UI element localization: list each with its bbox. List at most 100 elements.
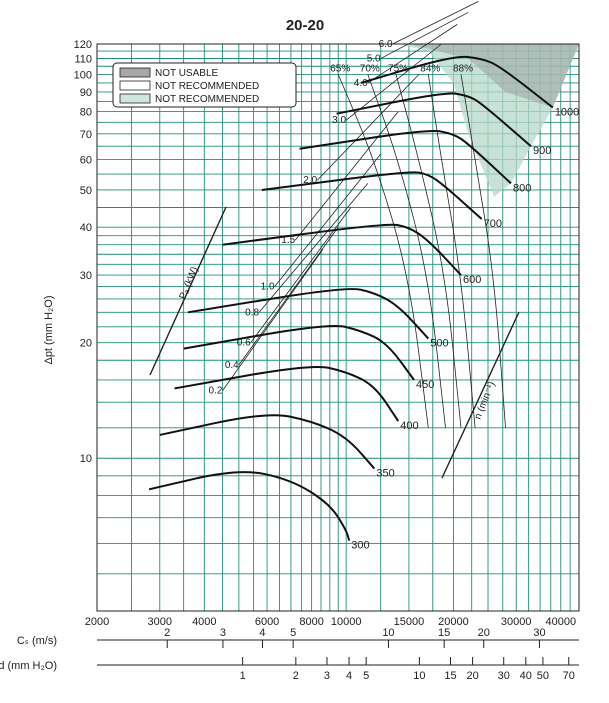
cs-tick-label: 15: [438, 627, 450, 639]
power-curve: [317, 74, 420, 181]
x-tick-label: 10000: [331, 616, 362, 628]
pd-axis-label: pd (mm H₂O): [0, 660, 57, 672]
power-curve-label: 0.2: [209, 386, 223, 397]
power-curve-label: 4.0: [354, 78, 368, 89]
power-curve-label: 5.0: [367, 54, 381, 65]
power-curve: [222, 249, 324, 391]
speed-curve-label: 900: [533, 145, 551, 157]
x-tick-label: 15000: [394, 616, 425, 628]
pd-tick-label: 10: [413, 670, 425, 682]
speed-curve-label: 450: [416, 379, 434, 391]
power-curve: [345, 43, 442, 121]
x-tick-label: 3000: [148, 616, 172, 628]
legend-swatch: [119, 80, 151, 91]
x-tick-label: 2000: [85, 616, 109, 628]
plot-border: [96, 43, 580, 612]
cs-tick-label: 4: [259, 627, 265, 639]
y-tick-label: 20: [80, 338, 92, 350]
speed-curve: [183, 324, 415, 381]
y-tick-label: 70: [80, 129, 92, 141]
legend-label: NOT USABLE: [155, 68, 218, 79]
legend-label: NOT RECOMMENDED: [155, 81, 259, 92]
power-curve-label: 3.0: [332, 115, 346, 126]
power-curve-label: 1.0: [261, 282, 275, 293]
speed-arrow: [441, 311, 520, 479]
y-tick-label: 110: [74, 54, 92, 66]
pd-tick-label: 2: [293, 670, 299, 682]
efficiency-curve-label: 75%: [388, 63, 408, 74]
cs-tick-label: 20: [478, 627, 490, 639]
efficiency-curve-label: 84%: [420, 63, 440, 74]
pd-tick-label: 30: [498, 670, 510, 682]
speed-curve-label: 800: [513, 182, 531, 194]
power-curve: [367, 24, 458, 84]
speed-curve: [360, 55, 554, 109]
efficiency-curve-label: 70%: [360, 63, 380, 74]
power-curve-label: 0.4: [225, 360, 239, 371]
pd-tick-label: 5: [363, 670, 369, 682]
y-tick-label: 100: [74, 69, 92, 81]
cs-axis-label: Cₛ (m/s): [17, 635, 57, 647]
power-curve: [294, 111, 399, 241]
efficiency-curve-label: 88%: [453, 63, 473, 74]
x-tick-label: 20000: [438, 616, 469, 628]
pd-tick-label: 4: [346, 670, 352, 682]
legend-box: [112, 62, 297, 108]
x-tick-label: 6000: [255, 616, 279, 628]
grid-group: [96, 43, 580, 612]
power-curve: [392, 0, 479, 45]
power-curve-label: 0.6: [237, 338, 251, 349]
speed-curve-label: 1000: [555, 106, 579, 118]
y-tick-label: 10: [80, 453, 92, 465]
speed-curve-label: 400: [400, 420, 418, 432]
speed-curve: [148, 471, 351, 541]
power-curve: [380, 12, 469, 59]
speed-curve: [299, 130, 512, 185]
pd-tick-label: 50: [537, 670, 549, 682]
x-tick-label: 40000: [545, 616, 576, 628]
speed-curve: [174, 365, 400, 422]
pd-tick-label: 70: [563, 670, 575, 682]
speed-curve: [222, 223, 462, 276]
x-tick-label: 4000: [192, 616, 216, 628]
efficiency-curve: [367, 74, 446, 428]
legend: NOT USABLE NOT RECOMMENDED NOT RECOMMENDED: [112, 62, 297, 108]
speed-curve: [261, 171, 483, 220]
y-tick-label: 40: [80, 222, 92, 234]
chart-title: 20-20: [286, 17, 324, 34]
power-curve-label: 1.5: [281, 235, 295, 246]
speed-curve: [159, 414, 376, 470]
legend-label: NOT RECOMMENDED: [155, 94, 259, 105]
speed-curve-label: 500: [430, 338, 448, 350]
speed-curve-label: 700: [484, 218, 502, 230]
pd-tick-label: 3: [324, 670, 330, 682]
power-arrow: [149, 206, 227, 376]
y-tick-label: 60: [80, 155, 92, 167]
speed-curve-label: 300: [351, 540, 369, 552]
speed-curve-label: 350: [376, 468, 394, 480]
efficiency-curve: [395, 74, 462, 428]
pd-tick-label: 1: [240, 670, 246, 682]
power-curve-label: 6.0: [379, 39, 393, 50]
y-tick-label: 30: [80, 270, 92, 282]
pd-tick-label: 40: [520, 670, 532, 682]
efficiency-curve: [337, 74, 429, 428]
cs-tick-label: 3: [220, 627, 226, 639]
cs-tick-label: 30: [533, 627, 545, 639]
y-tick-label: 90: [80, 87, 92, 99]
speed-curve-label: 600: [463, 274, 481, 286]
pd-tick-label: 15: [444, 670, 456, 682]
power-curve: [258, 183, 369, 313]
efficiency-curve: [427, 74, 476, 428]
cs-tick-label: 10: [382, 627, 394, 639]
pd-tick-label: 20: [466, 670, 478, 682]
power-curve-label: 2.0: [303, 175, 317, 186]
efficiency-curve-label: 65%: [330, 63, 350, 74]
y-tick-label: 120: [74, 39, 92, 51]
x-tick-label: 30000: [501, 616, 532, 628]
legend-swatch: [119, 93, 151, 104]
cs-tick-label: 5: [290, 627, 296, 639]
efficiency-curve: [460, 74, 506, 428]
